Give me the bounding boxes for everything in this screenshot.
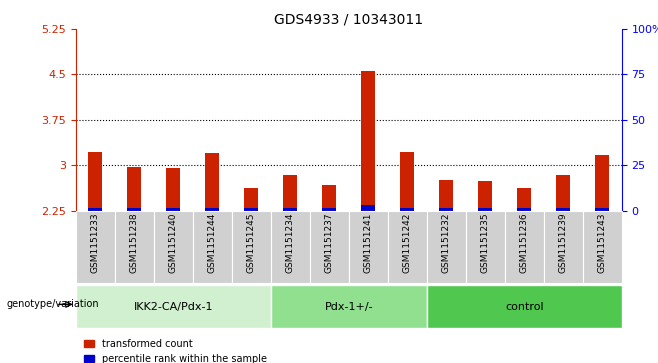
Bar [284,208,297,211]
Bar [388,211,427,283]
Text: GSM1151236: GSM1151236 [520,213,529,273]
Bar [361,204,375,211]
Bar [505,211,544,283]
Text: GSM1151244: GSM1151244 [208,213,216,273]
Text: GSM1151237: GSM1151237 [325,213,334,273]
Bar [322,208,336,211]
Bar [244,188,258,211]
Bar [114,211,154,283]
Text: genotype/variation: genotype/variation [7,299,99,309]
Bar [88,208,102,211]
Bar [427,285,622,328]
Bar [166,168,180,211]
Bar [166,208,180,211]
Bar [478,181,492,211]
Text: GSM1151238: GSM1151238 [130,213,139,273]
Bar [401,208,414,211]
Bar [322,184,336,211]
Bar [517,188,531,211]
Bar [361,71,375,211]
Legend: transformed count, percentile rank within the sample: transformed count, percentile rank withi… [80,335,271,363]
Title: GDS4933 / 10343011: GDS4933 / 10343011 [274,12,423,26]
Bar [128,167,141,211]
Text: GSM1151233: GSM1151233 [91,213,99,273]
Bar [310,211,349,283]
Bar [478,208,492,211]
Text: GSM1151239: GSM1151239 [559,213,568,273]
Text: GSM1151241: GSM1151241 [364,213,372,273]
Text: GSM1151243: GSM1151243 [598,213,607,273]
Bar [517,208,531,211]
Text: control: control [505,302,544,312]
Bar [205,208,219,211]
Text: IKK2-CA/Pdx-1: IKK2-CA/Pdx-1 [134,302,213,312]
Text: GSM1151240: GSM1151240 [168,213,178,273]
Bar [270,285,427,328]
Bar [232,211,270,283]
Text: Pdx-1+/-: Pdx-1+/- [324,302,373,312]
Bar [595,208,609,211]
Bar [595,155,609,211]
Text: GSM1151245: GSM1151245 [247,213,256,273]
Bar [284,175,297,211]
Bar [401,152,414,211]
Bar [205,153,219,211]
Bar [244,208,258,211]
Text: GSM1151242: GSM1151242 [403,213,412,273]
Bar [270,211,310,283]
Bar [557,208,570,211]
Bar [440,208,453,211]
Bar [440,180,453,211]
Text: GSM1151235: GSM1151235 [481,213,490,273]
Bar [88,152,102,211]
Bar [427,211,466,283]
Bar [557,175,570,211]
Bar [349,211,388,283]
Bar [128,208,141,211]
Bar [154,211,193,283]
Bar [76,211,114,283]
Text: GSM1151234: GSM1151234 [286,213,295,273]
Bar [193,211,232,283]
Text: GSM1151232: GSM1151232 [442,213,451,273]
Bar [76,285,270,328]
Bar [466,211,505,283]
Bar [583,211,622,283]
Bar [544,211,583,283]
